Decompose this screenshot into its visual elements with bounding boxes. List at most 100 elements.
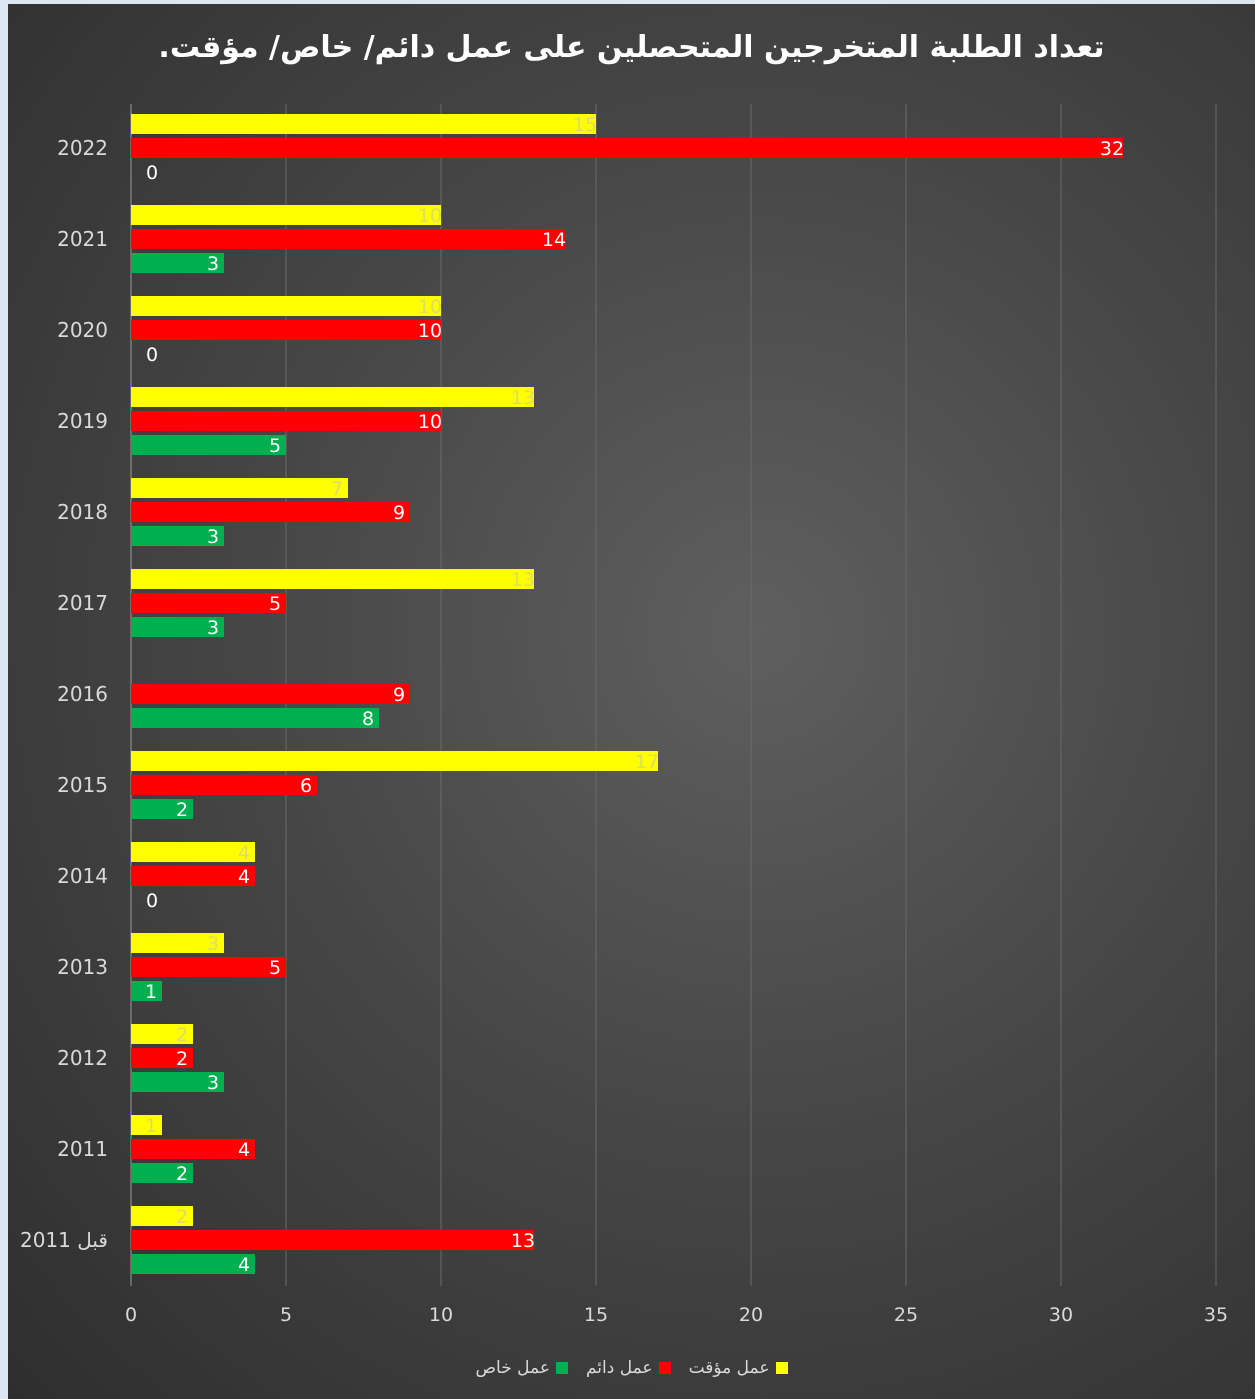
bar [131, 775, 317, 795]
category-label: 2021 [57, 227, 108, 251]
bar [131, 1254, 255, 1274]
bar [131, 1163, 193, 1183]
data-label: 2 [176, 1163, 188, 1185]
bar [131, 1072, 224, 1092]
data-label: 8 [362, 708, 374, 730]
data-label: 5 [269, 957, 281, 979]
bar [131, 320, 441, 340]
legend-label: عمل خاص [475, 1358, 550, 1378]
x-tick-label: 20 [739, 1304, 763, 1326]
data-label: 2 [176, 1024, 188, 1046]
data-label: 3 [207, 617, 219, 639]
bar [131, 205, 441, 225]
bar [131, 1048, 193, 1068]
bar [131, 502, 410, 522]
category-label: 2018 [57, 500, 108, 524]
data-label: 13 [511, 1230, 535, 1252]
bar [131, 684, 410, 704]
legend-item: عمل مؤقت [689, 1358, 788, 1378]
data-label: 4 [238, 1139, 250, 1161]
data-label: 2 [176, 799, 188, 821]
bar [131, 114, 596, 134]
legend-item: عمل خاص [475, 1358, 568, 1378]
bar [131, 387, 534, 407]
data-label: 10 [418, 205, 442, 227]
data-label: 0 [146, 162, 158, 184]
bar [131, 981, 162, 1001]
chart-title: تعداد الطلبة المتخرجين المتحصلين على عمل… [158, 30, 1105, 65]
category-label: 2019 [57, 409, 108, 433]
bar [131, 229, 565, 249]
category-label: 2013 [57, 955, 108, 979]
category-label: 2011 [57, 1137, 108, 1161]
data-label: 6 [300, 775, 312, 797]
data-label: 15 [573, 114, 597, 136]
chart-legend: عمل مؤقت عمل دائم عمل خاص [8, 1358, 1255, 1378]
bar [131, 138, 1123, 158]
category-label: 2016 [57, 682, 108, 706]
data-label: 7 [331, 478, 343, 500]
x-tick-label: 25 [894, 1304, 918, 1326]
x-tick-label: 10 [429, 1304, 453, 1326]
data-label: 0 [146, 890, 158, 912]
chart-plot: 0 5 10 15 20 25 30 3520221532020211014320201010… [20, 104, 1228, 1326]
data-label: 1 [145, 1115, 157, 1137]
bar [131, 1115, 162, 1135]
bar [131, 866, 255, 886]
legend-label: عمل مؤقت [688, 1358, 770, 1378]
bar [131, 253, 224, 273]
x-tick-label: 35 [1204, 1304, 1228, 1326]
data-label: 4 [238, 842, 250, 864]
bar [131, 478, 348, 498]
data-label: 9 [393, 502, 405, 524]
data-label: 2 [176, 1048, 188, 1070]
x-tick-label: 15 [584, 1304, 608, 1326]
bar [131, 593, 286, 613]
category-label: 2012 [57, 1046, 108, 1070]
bar [131, 1230, 534, 1250]
bar [131, 1206, 193, 1226]
data-label: 0 [146, 344, 158, 366]
data-label: 17 [635, 751, 659, 773]
bar [131, 526, 224, 546]
category-label: 2020 [57, 318, 108, 342]
bar [131, 957, 286, 977]
data-label: 5 [269, 435, 281, 457]
legend-swatch [555, 1362, 568, 1374]
data-label: 9 [393, 684, 405, 706]
legend-swatch [775, 1362, 788, 1374]
x-tick-label: 0 [125, 1304, 137, 1326]
category-label: 2015 [57, 773, 108, 797]
data-label: 5 [269, 593, 281, 615]
data-label: 1 [145, 981, 157, 1003]
data-label: 13 [511, 569, 535, 591]
bar [131, 617, 224, 637]
x-tick-label: 30 [1049, 1304, 1073, 1326]
data-label: 10 [418, 320, 442, 342]
category-label: 2022 [57, 136, 108, 160]
bar [131, 799, 193, 819]
chart-frame: تعداد الطلبة المتخرجين المتحصلين على عمل… [8, 4, 1255, 1399]
bar [131, 411, 441, 431]
data-label: 3 [207, 526, 219, 548]
category-label: قبل 2011 [20, 1228, 108, 1252]
data-label: 3 [207, 933, 219, 955]
legend-label: عمل دائم [585, 1358, 653, 1378]
bar [131, 1139, 255, 1159]
category-label: 2014 [57, 864, 108, 888]
data-label: 3 [207, 253, 219, 275]
bar [131, 296, 441, 316]
data-label: 2 [176, 1206, 188, 1228]
data-label: 10 [418, 411, 442, 433]
bar [131, 1024, 193, 1044]
bar [131, 569, 534, 589]
bar [131, 933, 224, 953]
data-label: 3 [207, 1072, 219, 1094]
data-label: 32 [1100, 138, 1124, 160]
data-label: 4 [238, 1254, 250, 1276]
data-label: 10 [418, 296, 442, 318]
bar [131, 435, 286, 455]
bar [131, 708, 379, 728]
x-tick-label: 5 [280, 1304, 292, 1326]
legend-swatch [658, 1362, 671, 1374]
